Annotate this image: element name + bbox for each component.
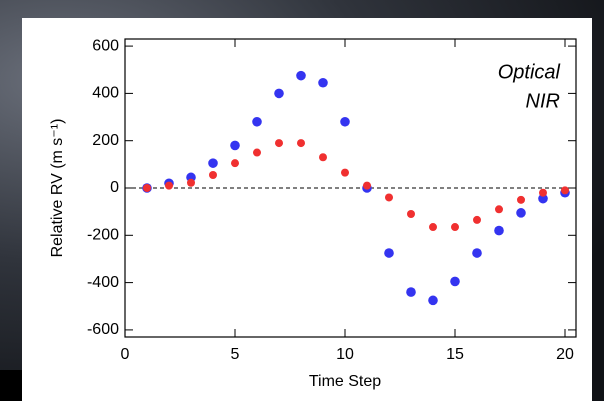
y-tick-label: -400 (87, 274, 119, 291)
x-tick-label: 5 (231, 346, 240, 363)
point (407, 210, 415, 219)
point (517, 195, 525, 204)
y-label: Relative RV (m s⁻¹) (49, 119, 66, 258)
point (495, 205, 503, 214)
point (274, 88, 284, 99)
point (165, 181, 173, 190)
point (539, 188, 547, 197)
y-tick-label: 400 (92, 85, 119, 102)
y-tick-label: -600 (87, 321, 119, 338)
y-tick-label: 200 (92, 132, 119, 149)
point (451, 223, 459, 232)
x-label: Time Step (309, 373, 381, 390)
x-tick-label: 10 (336, 346, 354, 363)
x-tick-label: 20 (556, 346, 574, 363)
point (428, 295, 438, 306)
point (472, 248, 482, 258)
y-tick-label: 0 (110, 179, 119, 196)
point (318, 77, 328, 88)
point (406, 287, 416, 297)
point (363, 181, 371, 190)
point (384, 248, 394, 258)
point (538, 193, 548, 204)
point (297, 139, 305, 148)
point (450, 276, 460, 287)
point (561, 186, 569, 195)
point (143, 184, 151, 192)
point (296, 70, 306, 81)
point (340, 116, 350, 127)
point (231, 159, 239, 168)
point (385, 193, 393, 202)
point (319, 153, 327, 162)
point (230, 140, 240, 151)
point (208, 158, 218, 168)
legend-entry: NIR (526, 90, 560, 112)
point (253, 148, 261, 157)
point (187, 178, 195, 187)
x-tick-label: 0 (121, 346, 130, 363)
point (429, 223, 437, 232)
y-tick-label: 600 (92, 37, 119, 54)
point (473, 215, 481, 224)
point (494, 225, 504, 236)
x-tick-label: 15 (446, 346, 464, 363)
y-tick-label: -200 (87, 227, 119, 244)
point (275, 139, 283, 148)
legend-entry: Optical (498, 61, 561, 83)
point (341, 168, 349, 177)
point (252, 116, 262, 127)
point (516, 208, 526, 218)
point (209, 170, 217, 179)
